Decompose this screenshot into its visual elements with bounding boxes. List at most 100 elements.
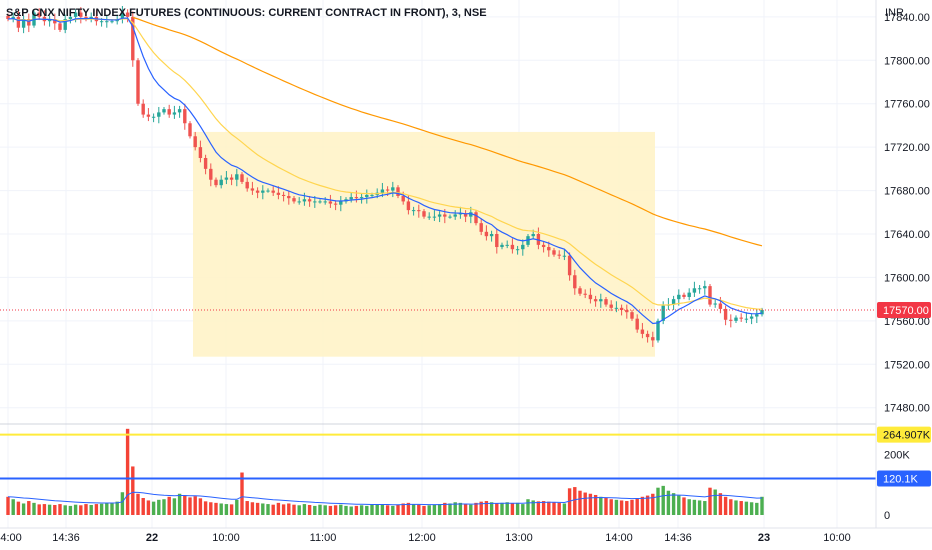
volume-bar[interactable]: [266, 504, 270, 515]
volume-bar[interactable]: [94, 504, 99, 515]
volume-bar[interactable]: [307, 504, 312, 515]
candle[interactable]: [635, 314, 639, 333]
candle[interactable]: [339, 196, 343, 212]
volume-bar[interactable]: [593, 494, 598, 515]
volume-bar[interactable]: [703, 501, 707, 515]
volume-bar[interactable]: [453, 502, 457, 515]
candle[interactable]: [157, 106, 161, 124]
candle[interactable]: [209, 163, 213, 187]
volume-bar[interactable]: [697, 500, 702, 515]
candle[interactable]: [53, 13, 57, 30]
volume-bar[interactable]: [6, 496, 10, 515]
volume-bar[interactable]: [32, 502, 36, 515]
volume-bar[interactable]: [209, 502, 213, 515]
candle[interactable]: [713, 299, 717, 308]
candle[interactable]: [547, 241, 551, 257]
candle[interactable]: [131, 11, 135, 67]
volume-bar[interactable]: [53, 504, 57, 515]
volume-bar[interactable]: [422, 505, 426, 515]
volume-bar[interactable]: [68, 505, 73, 515]
candle[interactable]: [469, 206, 473, 224]
volume-bar[interactable]: [84, 504, 88, 515]
candle[interactable]: [240, 172, 244, 185]
volume-bar[interactable]: [396, 504, 400, 515]
candle[interactable]: [188, 121, 192, 139]
volume-bar[interactable]: [146, 500, 151, 515]
volume-bar[interactable]: [723, 496, 728, 515]
candle[interactable]: [224, 171, 229, 185]
candle[interactable]: [437, 211, 442, 223]
volume-bar[interactable]: [370, 504, 374, 515]
time-axis[interactable]: 14:00 14:36 22 10:00 11:00 12:00 13:00 14:00 14:…: [0, 532, 851, 544]
candle[interactable]: [58, 21, 62, 33]
candle[interactable]: [27, 13, 31, 33]
candle[interactable]: [266, 188, 270, 193]
volume-bar[interactable]: [115, 501, 119, 515]
volume-bar[interactable]: [136, 493, 140, 515]
volume-bar[interactable]: [292, 504, 296, 515]
volume-bar[interactable]: [42, 504, 47, 515]
candle[interactable]: [739, 313, 743, 322]
candle[interactable]: [84, 14, 88, 22]
candle[interactable]: [604, 296, 608, 307]
candle[interactable]: [396, 185, 400, 199]
candle[interactable]: [333, 200, 338, 211]
volume-axis[interactable]: 200K 0: [884, 449, 910, 522]
volume-bar[interactable]: [510, 503, 515, 515]
volume-bar[interactable]: [339, 504, 343, 515]
volume-bar[interactable]: [193, 496, 197, 515]
candle[interactable]: [651, 331, 655, 347]
volume-bar[interactable]: [131, 466, 135, 515]
candle[interactable]: [630, 310, 634, 321]
volume-bar[interactable]: [73, 504, 78, 515]
volume-bar[interactable]: [744, 501, 749, 515]
volume-bar[interactable]: [27, 501, 31, 515]
candle[interactable]: [151, 113, 156, 123]
candle[interactable]: [307, 196, 312, 207]
volume-bar[interactable]: [99, 503, 104, 515]
volume-bar[interactable]: [58, 504, 62, 515]
candle[interactable]: [349, 192, 353, 203]
candle[interactable]: [427, 212, 431, 220]
volume-bar[interactable]: [495, 503, 499, 515]
volume-bar[interactable]: [536, 501, 541, 515]
volume-bar[interactable]: [578, 490, 582, 515]
volume-bar[interactable]: [625, 501, 629, 515]
candle[interactable]: [687, 288, 691, 301]
candle[interactable]: [37, 8, 41, 21]
volume-bar[interactable]: [313, 505, 317, 515]
candle[interactable]: [255, 187, 260, 199]
currency-label[interactable]: INR: [885, 7, 904, 19]
volume-bar[interactable]: [172, 498, 177, 515]
volume-bar[interactable]: [604, 498, 608, 515]
candle[interactable]: [193, 131, 197, 151]
volume-bar[interactable]: [432, 504, 437, 515]
volume-bar[interactable]: [385, 505, 390, 515]
candle[interactable]: [448, 214, 452, 219]
volume-bar[interactable]: [240, 472, 244, 515]
volume-bar[interactable]: [588, 493, 593, 515]
volume-bar[interactable]: [479, 501, 483, 515]
volume-bar[interactable]: [261, 503, 265, 515]
volume-bar[interactable]: [630, 499, 634, 515]
candle[interactable]: [744, 312, 749, 324]
volume-bar[interactable]: [749, 502, 754, 515]
volume-bar[interactable]: [729, 499, 733, 515]
volume-bar[interactable]: [281, 504, 286, 515]
candle[interactable]: [583, 289, 587, 299]
candle[interactable]: [365, 189, 369, 204]
candle[interactable]: [666, 298, 671, 310]
volume-bar[interactable]: [198, 498, 203, 515]
candle[interactable]: [183, 103, 187, 130]
volume-bar[interactable]: [157, 499, 161, 515]
volume-bar[interactable]: [599, 496, 603, 515]
volume-bar[interactable]: [224, 504, 229, 515]
volume-bar[interactable]: [557, 502, 561, 515]
volume-bar[interactable]: [713, 489, 717, 515]
volume-bar[interactable]: [474, 502, 478, 515]
volume-bar[interactable]: [427, 505, 431, 515]
volume-bar[interactable]: [167, 496, 171, 515]
candle[interactable]: [562, 249, 567, 261]
candle[interactable]: [281, 191, 286, 202]
